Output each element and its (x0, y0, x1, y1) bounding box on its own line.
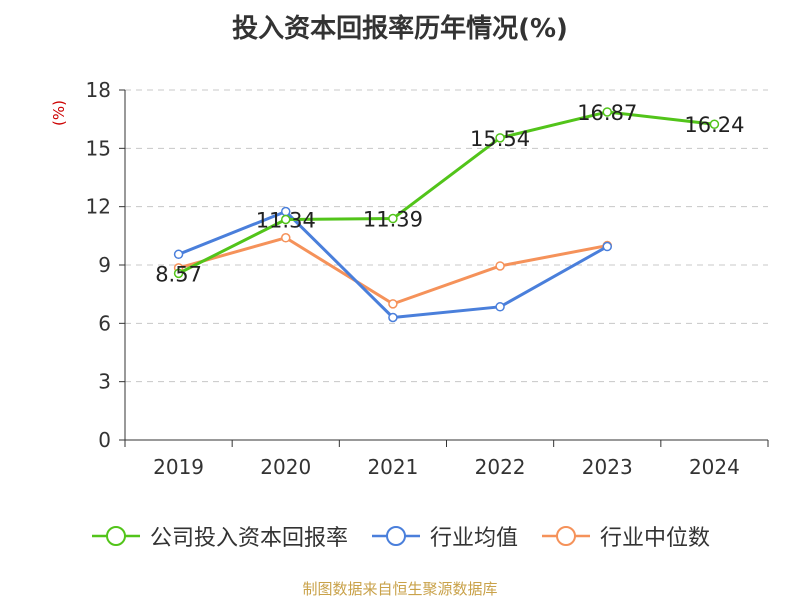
x-tick-label: 2023 (582, 455, 633, 479)
x-tick-label: 2024 (689, 455, 740, 479)
y-tick-label: 18 (86, 78, 111, 102)
series-line (178, 236, 608, 306)
x-tick-label: 2020 (260, 455, 311, 479)
source-note: 制图数据来自恒生聚源数据库 (302, 580, 498, 598)
data-label: 11.34 (256, 209, 316, 233)
legend-swatch-marker (556, 526, 576, 546)
legend-swatch-marker (105, 526, 126, 546)
data-point (495, 133, 505, 143)
y-tick-label: 12 (86, 195, 111, 219)
data-label: 15.54 (470, 127, 530, 151)
legend-item[interactable]: 行业中位数 (540, 520, 710, 552)
data-point (495, 261, 505, 271)
legend-swatch-icon (91, 526, 140, 546)
x-tick-label: 2019 (153, 455, 204, 479)
data-point (495, 302, 505, 312)
data-point (602, 241, 612, 252)
axes: 0 3 6 9 12 15 18 2019 2020 2021 2022 2023 2024 (86, 78, 769, 479)
data-label: 8.57 (155, 262, 202, 286)
data-labels: 8.57 11.34 11.39 15.54 16.87 16.24 (155, 101, 744, 286)
legend-item[interactable]: 公司投入资本回报率 (90, 520, 348, 552)
data-label: 16.24 (684, 113, 744, 137)
data-label: 11.39 (363, 208, 423, 232)
data-point (709, 119, 720, 129)
data-point (602, 107, 612, 117)
y-tick-label: 9 (98, 253, 111, 277)
legend-label: 行业中位数 (600, 526, 711, 551)
legend-swatch-icon (371, 526, 420, 546)
series-lines (173, 107, 720, 323)
data-point (388, 299, 398, 309)
data-point (173, 249, 184, 260)
legend: 公司投入资本回报率 行业均值 行业中位数 (0, 520, 800, 552)
data-point (388, 213, 398, 224)
grid-lines (125, 89, 768, 383)
y-tick-label: 3 (98, 370, 111, 394)
data-label: 16.87 (577, 101, 637, 125)
x-tick-label: 2021 (367, 455, 418, 479)
legend-item[interactable]: 行业均值 (370, 520, 518, 552)
data-point (281, 214, 291, 225)
data-point (388, 312, 398, 323)
legend-swatch-marker (385, 526, 406, 546)
data-point (173, 268, 184, 279)
chart-title: 投入资本回报率历年情况(%) (232, 14, 568, 44)
series-line (177, 110, 715, 275)
legend-swatch-icon (542, 526, 590, 546)
x-tick-label: 2022 (475, 455, 526, 479)
legend-label: 行业均值 (429, 526, 518, 551)
y-tick-label: 15 (86, 136, 111, 160)
legend-label: 公司投入资本回报率 (149, 526, 348, 551)
y-tick-label: 6 (98, 311, 111, 335)
data-point (281, 233, 291, 243)
y-tick-label: 0 (98, 428, 111, 452)
